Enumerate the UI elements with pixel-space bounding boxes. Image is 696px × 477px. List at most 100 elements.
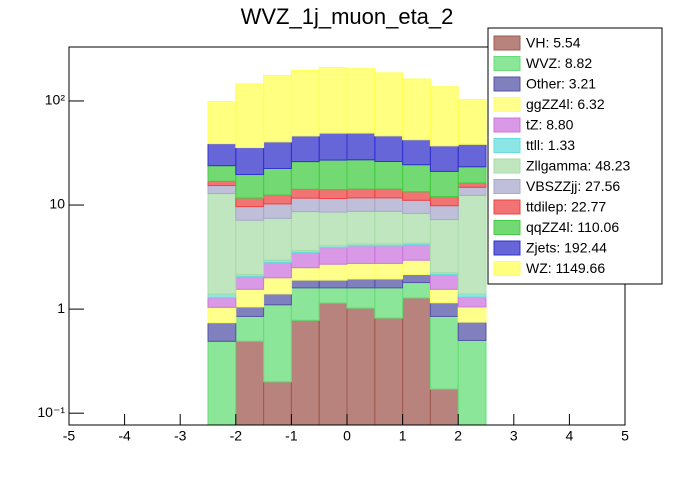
x-tick-label: 0 (343, 428, 351, 444)
legend-label: WZ: 1149.66 (526, 260, 605, 276)
bar-segment (207, 180, 237, 187)
bar-segment (429, 219, 459, 273)
bar-segment (318, 302, 348, 426)
bar-segment (263, 167, 292, 196)
bar-segment (207, 322, 237, 342)
bar-segment (402, 297, 431, 426)
x-tick-label: 3 (510, 428, 518, 444)
bar-segment (318, 211, 348, 247)
legend-swatch (493, 97, 521, 112)
legend-label: ttll: 1.33 (526, 137, 575, 153)
legend-label: VH: 5.54 (526, 35, 581, 51)
bar-segment (402, 191, 431, 201)
legend-swatch (493, 240, 521, 256)
bar-segment (263, 75, 292, 143)
x-tick-label: 2 (454, 428, 462, 444)
bar-segment (207, 306, 237, 324)
legend-swatch (493, 261, 521, 276)
bar-segment (290, 279, 320, 289)
bar-segment (346, 262, 376, 280)
legend-label: tZ: 8.80 (526, 117, 574, 133)
x-tick-label: -3 (174, 428, 187, 444)
bar-segment (207, 165, 237, 182)
chart-title: WVZ_1j_muon_eta_2 (241, 4, 454, 29)
bar-segment (374, 245, 404, 264)
legend-label: VBSZZjj: 27.56 (526, 178, 620, 194)
bar-segment (429, 288, 459, 304)
bar-segment (263, 304, 292, 383)
bar-segment (235, 340, 265, 426)
bar-segment (402, 199, 431, 214)
legend-swatch (493, 158, 521, 174)
bar-segment (290, 287, 320, 321)
bar-segment (402, 282, 431, 299)
bar-segment (290, 267, 320, 281)
bar-segment (318, 247, 348, 265)
bar-segment (402, 164, 431, 193)
bar-segment (457, 194, 487, 295)
legend-swatch (493, 220, 521, 235)
bar-segment (429, 196, 459, 207)
bar-segment (429, 315, 459, 390)
legend-label: Zjets: 192.44 (526, 240, 607, 256)
bar-segment (235, 276, 265, 290)
bar-segment (235, 219, 265, 276)
bar-segment (457, 306, 487, 323)
bar-segment (457, 186, 487, 196)
bar-segment (263, 194, 292, 205)
bar-segment (235, 288, 265, 308)
bar-segment (318, 263, 348, 281)
bar-segment (346, 197, 376, 212)
bar-segment (429, 170, 459, 198)
legend-label: qqZZ4l: 110.06 (526, 219, 619, 235)
bar-segment (429, 205, 459, 221)
y-tick-label: 10⁻¹ (37, 404, 65, 420)
bar-segment (402, 78, 431, 141)
x-tick-label: 4 (566, 428, 574, 444)
bar-segment (374, 317, 404, 426)
bar-segment (235, 147, 265, 176)
bar-segment (290, 197, 320, 213)
legend-swatch (493, 56, 521, 71)
bar-segment (429, 388, 459, 426)
bar-segment (290, 251, 320, 269)
x-tick-label: -4 (118, 428, 131, 444)
x-tick-label: 1 (399, 428, 407, 444)
bar-segment (429, 302, 459, 317)
legend-label: ttdilep: 22.77 (526, 199, 606, 215)
bar-segment (346, 278, 376, 289)
bar-segment (318, 159, 348, 191)
x-tick-label: -1 (285, 428, 298, 444)
bar-segment (290, 161, 320, 190)
bar-segment (235, 174, 265, 199)
bar-segment (374, 72, 404, 137)
bar-segment (346, 132, 376, 161)
bar-segment (207, 100, 237, 145)
bar-segment (263, 141, 292, 169)
bar-segment (374, 135, 404, 163)
legend-label: WVZ: 8.82 (526, 55, 592, 71)
bar-segment (346, 188, 376, 199)
bar-segment (235, 315, 265, 342)
bar-segment (235, 83, 265, 149)
bar-segment (402, 139, 431, 166)
bar-segment (207, 143, 237, 167)
bar-segment (402, 274, 431, 284)
bar-segment (263, 293, 292, 306)
bar-segment (457, 296, 487, 308)
legend-label: Other: 3.21 (526, 76, 596, 92)
bar-segment (346, 307, 376, 426)
bar-segment (207, 297, 237, 308)
bar-segment (207, 185, 237, 195)
bar-segment (374, 161, 404, 190)
legend-swatch (493, 199, 521, 215)
bar-segment (457, 143, 487, 168)
bar-segment (318, 189, 348, 200)
bar-segment (207, 193, 237, 295)
bar-segment (346, 245, 376, 264)
bar-segment (263, 262, 292, 279)
legend-swatch (493, 138, 521, 153)
bar-segment (263, 217, 292, 261)
bar-segment (346, 68, 376, 134)
